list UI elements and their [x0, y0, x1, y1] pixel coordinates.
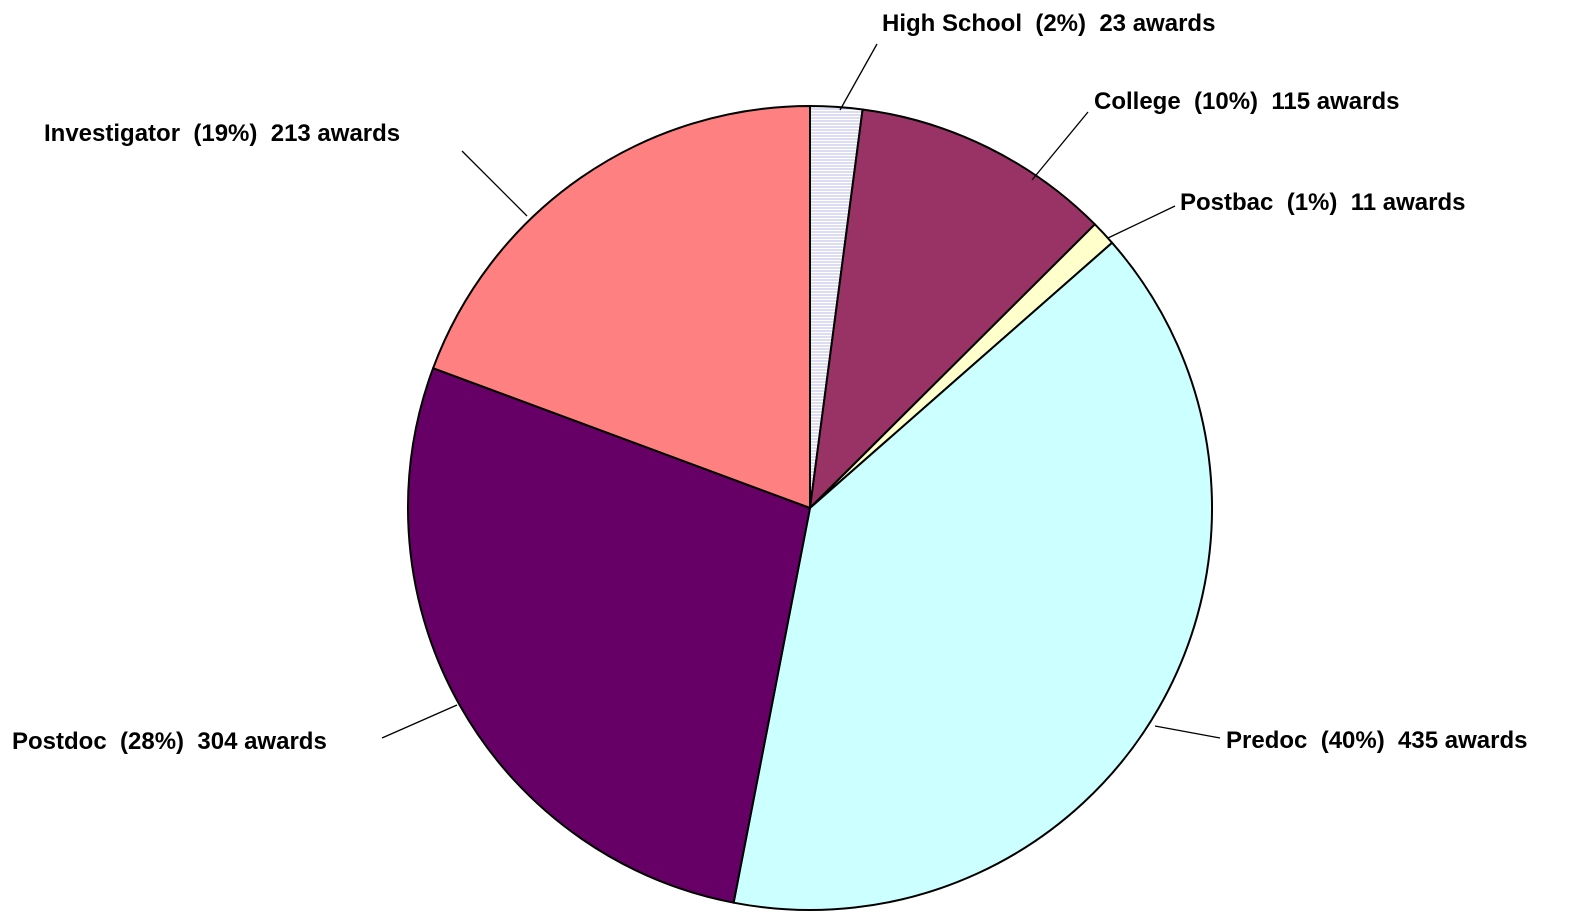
- slice-label-postbac: Postbac (1%) 11 awards: [1180, 189, 1465, 216]
- leader-lines: [381, 43, 1221, 739]
- slice-label-predoc: Predoc (40%) 435 awards: [1226, 727, 1527, 754]
- leader-line-college: [1031, 111, 1089, 181]
- leader-line-postbac: [1107, 205, 1176, 239]
- pie-slice-predoc: [732, 241, 1213, 911]
- slice-label-high-school: High School (2%) 23 awards: [882, 10, 1215, 37]
- pie-slices: [407, 105, 1213, 911]
- slice-label-college: College (10%) 115 awards: [1094, 88, 1399, 115]
- pie-slice-college: [809, 108, 1096, 509]
- slice-label-postdoc: Postdoc (28%) 304 awards: [12, 728, 327, 755]
- leader-line-investigator: [461, 150, 528, 217]
- pie-slice-investigator: [432, 105, 811, 509]
- leader-line-predoc: [1154, 725, 1221, 739]
- leader-line-high-school: [839, 43, 878, 111]
- slice-label-investigator: Investigator (19%) 213 awards: [44, 120, 400, 147]
- pie-slice-postdoc: [407, 367, 811, 904]
- leader-line-postdoc: [381, 704, 458, 739]
- slice-labels: High School (2%) 23 awards College (10%) …: [12, 10, 1527, 755]
